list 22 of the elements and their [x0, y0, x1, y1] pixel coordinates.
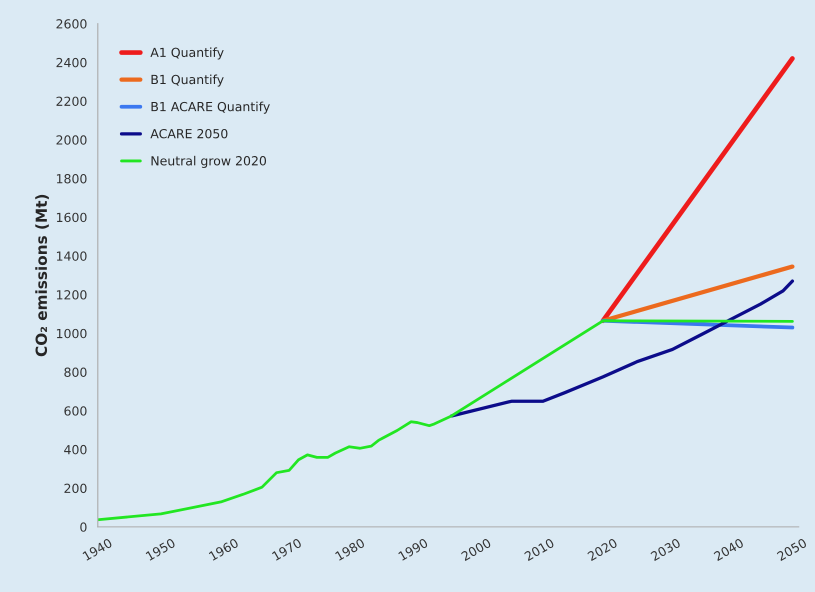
legend-label: Neutral grow 2020 [152, 156, 266, 168]
legend-label: ACARE 2050 [150, 128, 228, 138]
legend-label: A1 Quantify [150, 47, 224, 60]
y-tick-label: 2400 [56, 58, 87, 68]
y-tick-label: 400 [64, 444, 87, 454]
y-tick-label: 1600 [56, 212, 87, 222]
y-tick-label: 200 [64, 484, 87, 494]
y-tick-label: 2600 [56, 19, 87, 29]
y-tick-label: 2000 [56, 135, 87, 145]
line-series [450, 279, 794, 418]
legend-label: B1 ACARE Quantify [152, 102, 270, 114]
line-series [98, 319, 794, 522]
y-tick-label: 600 [64, 406, 87, 416]
y-axis-title: CO₂ emissions (Mt) [35, 194, 49, 356]
y-tick-label: 1200 [56, 290, 87, 300]
y-tick-label: 2200 [56, 96, 87, 106]
legend-label: B1 Quantify [152, 74, 224, 87]
y-tick-label: 0 [80, 522, 87, 532]
y-tick-label: 1000 [56, 328, 87, 338]
y-tick-label: 1400 [56, 251, 87, 261]
y-tick-label: 800 [64, 368, 87, 377]
y-tick-label: 1800 [56, 174, 87, 184]
